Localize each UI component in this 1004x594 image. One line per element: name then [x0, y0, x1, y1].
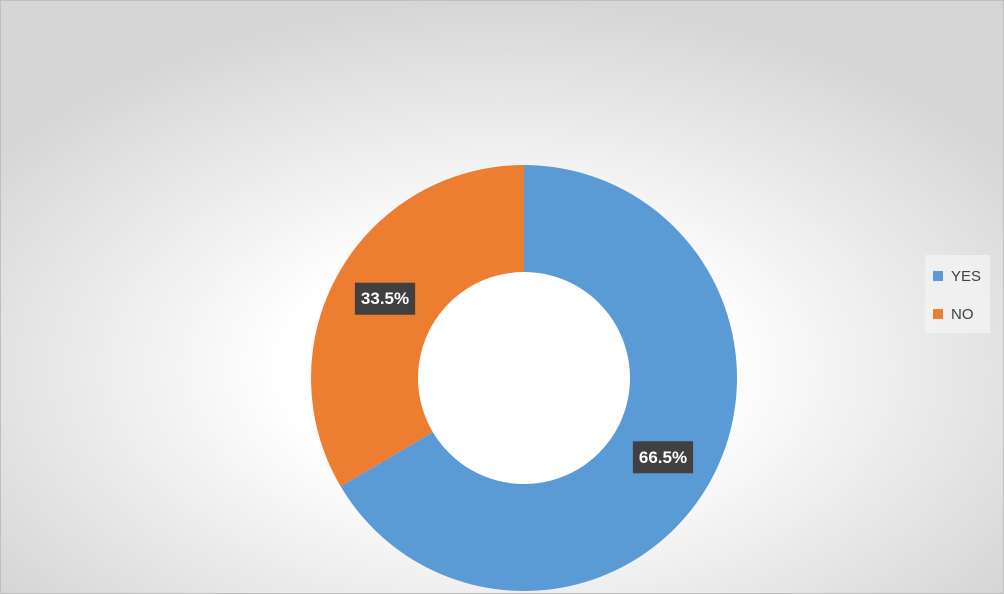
donut-slice	[340, 165, 737, 592]
donut-slice	[311, 165, 524, 487]
legend-swatch	[933, 309, 943, 319]
data-labels: 66.5% 33.5%	[354, 282, 694, 474]
legend-label: NO	[951, 306, 974, 323]
data-label: 66.5%	[639, 448, 687, 467]
data-label-box	[632, 441, 694, 474]
legend-swatch	[933, 271, 943, 281]
plot-area	[311, 165, 737, 592]
data-label-box	[354, 282, 416, 315]
legend-box	[925, 255, 990, 333]
data-label: 33.5%	[361, 289, 409, 308]
legend: YES NO	[933, 268, 981, 323]
legend-label: YES	[951, 268, 981, 285]
